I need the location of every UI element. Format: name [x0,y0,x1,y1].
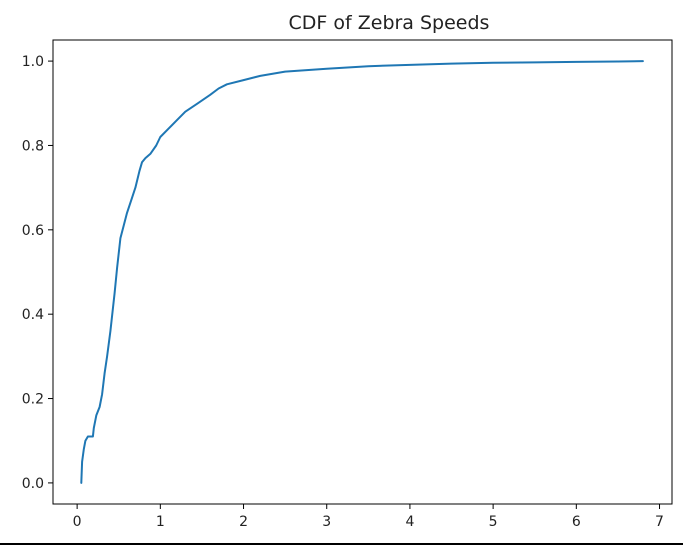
x-tick-label: 5 [489,514,498,530]
y-tick-label: 0.2 [22,392,44,408]
y-tick-label: 1.0 [22,54,44,70]
x-tick-label: 3 [322,514,331,530]
x-tick-label: 0 [73,514,82,530]
bottom-divider [0,543,683,545]
x-tick-label: 1 [156,514,165,530]
chart-title: CDF of Zebra Speeds [289,12,490,34]
x-tick-label: 6 [572,514,581,530]
x-tick-label: 4 [405,514,414,530]
x-tick-label: 2 [239,514,248,530]
y-tick-label: 0.8 [22,138,44,154]
y-tick-label: 0.4 [22,307,44,323]
series-line [80,60,644,484]
x-tick-label: 7 [655,514,664,530]
y-tick-label: 0.0 [22,476,44,492]
y-tick-label: 0.6 [22,223,44,239]
plot-frame [52,39,673,505]
